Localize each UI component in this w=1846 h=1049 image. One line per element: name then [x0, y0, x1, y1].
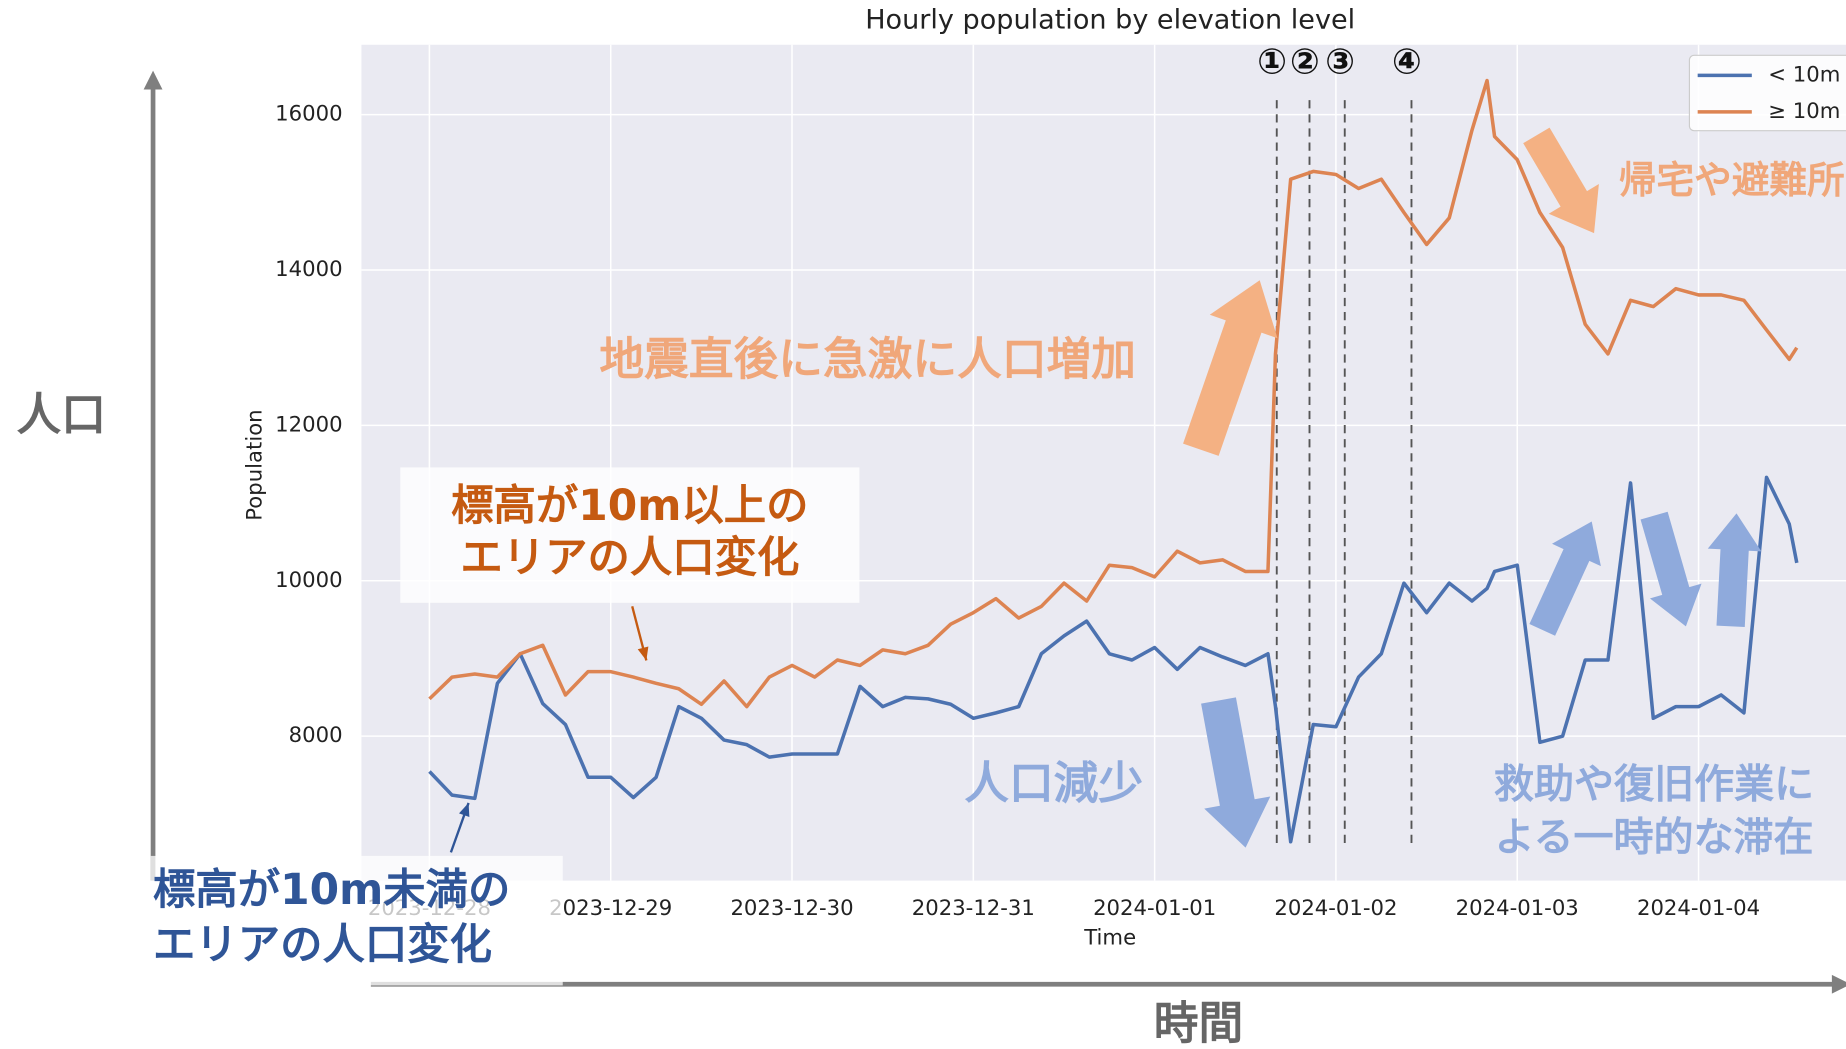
event-label: ② — [1290, 42, 1320, 83]
y-annotation: 人口 — [17, 388, 106, 441]
y-tick-label: 16000 — [275, 101, 342, 126]
arrow — [1523, 127, 1599, 234]
y-tick-label: 10000 — [275, 567, 342, 592]
annotation: 救助や復旧作業に — [1494, 761, 1814, 807]
y-tick-label: 12000 — [275, 411, 342, 436]
event-label: ③ — [1325, 42, 1355, 83]
x-axis-label: Time — [1083, 924, 1136, 949]
legend-label: ≥ 10m — [1768, 98, 1840, 123]
x-tick-label: 2024-01-02 — [1274, 895, 1397, 920]
annotation: 帰宅や避難所 — [1619, 158, 1845, 202]
chart-title: Hourly population by elevation level — [865, 5, 1355, 36]
label-box — [150, 855, 563, 986]
x-tick-label: 2023-12-30 — [730, 895, 853, 920]
axis-arrow-head — [143, 70, 163, 90]
annotation: よる一時的な滞在 — [1495, 814, 1814, 860]
y-tick-label: 14000 — [275, 256, 342, 281]
arrow — [1201, 697, 1271, 848]
arrow — [1529, 521, 1601, 636]
pointer-head — [459, 802, 470, 818]
event-label: ④ — [1392, 42, 1422, 83]
arrow — [1183, 280, 1278, 456]
x-tick-label: 2023-12-29 — [549, 895, 672, 920]
y-axis-label: Population — [241, 409, 266, 520]
x-tick-label: 2024-01-01 — [1093, 895, 1216, 920]
series-line — [428, 475, 1799, 844]
x-tick-label: 2023-12-31 — [912, 895, 1035, 920]
x-tick-label: 2024-01-03 — [1456, 895, 1579, 920]
x-annotation: 時間 — [1154, 997, 1243, 1049]
pointer-head — [637, 646, 649, 661]
annotation: エリアの人口変化 — [460, 533, 799, 582]
annotation: 標高が10m未満の — [153, 865, 510, 914]
annotation: エリアの人口変化 — [153, 920, 492, 969]
event-label: ① — [1257, 42, 1287, 83]
arrow — [1707, 513, 1762, 628]
series-line — [428, 78, 1799, 709]
x-tick-label: 2024-01-04 — [1637, 895, 1760, 920]
y-tick-label: 8000 — [289, 722, 343, 747]
annotation: 人口減少 — [964, 756, 1143, 809]
plot-area — [361, 44, 1846, 881]
annotation: 標高が10m以上の — [451, 481, 808, 530]
axis-arrow-head — [1831, 974, 1846, 994]
arrow — [1640, 511, 1702, 627]
legend-label: < 10m — [1768, 61, 1840, 86]
label-box — [400, 467, 860, 603]
annotation: 地震直後に急激に人口増加 — [599, 333, 1136, 386]
